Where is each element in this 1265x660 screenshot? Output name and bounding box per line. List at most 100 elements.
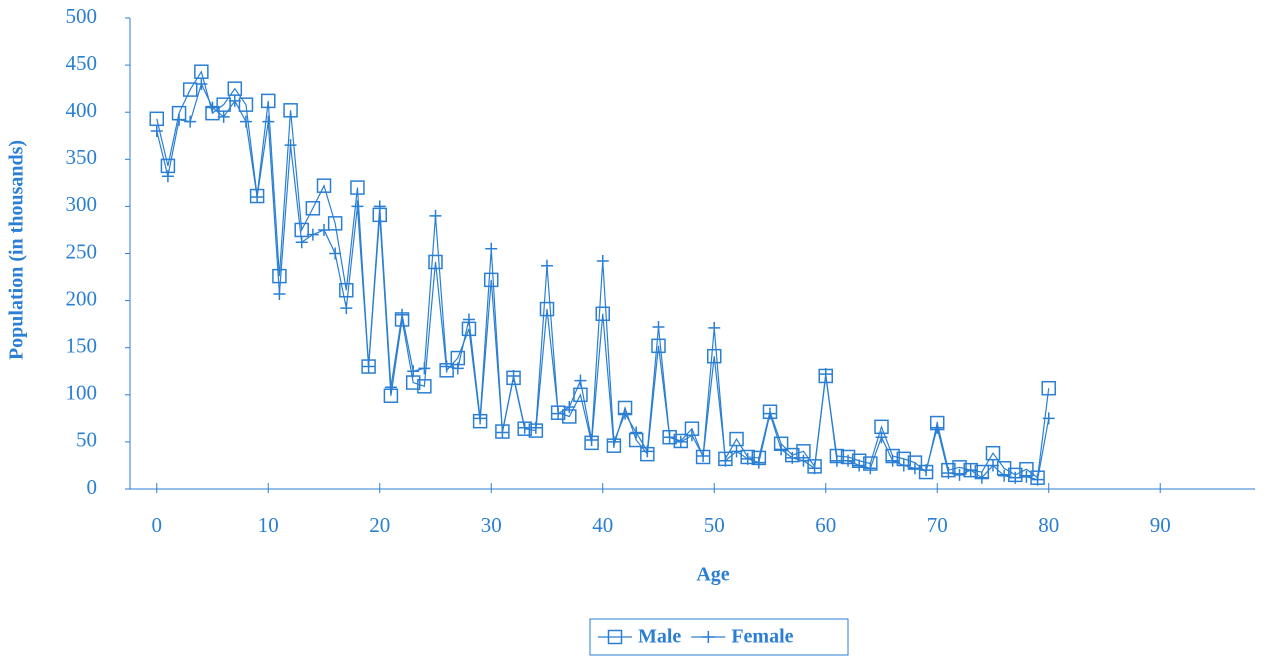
data-point bbox=[318, 223, 331, 236]
data-point bbox=[775, 443, 788, 456]
data-point bbox=[964, 464, 977, 477]
x-tick-label: 90 bbox=[1150, 513, 1171, 537]
data-point bbox=[1020, 470, 1033, 483]
data-point bbox=[908, 462, 921, 475]
data-point bbox=[652, 320, 665, 333]
data-point bbox=[306, 228, 319, 241]
data-point bbox=[539, 301, 555, 317]
data-point bbox=[295, 236, 308, 249]
data-point bbox=[340, 302, 353, 315]
data-point bbox=[339, 282, 354, 298]
x-tick-label: 40 bbox=[592, 513, 613, 537]
data-point bbox=[931, 421, 944, 434]
data-point bbox=[182, 82, 198, 97]
y-tick-label: 150 bbox=[66, 334, 98, 358]
y-tick-label: 300 bbox=[66, 192, 98, 216]
data-point bbox=[362, 360, 375, 373]
data-point bbox=[507, 369, 520, 382]
data-point bbox=[262, 115, 275, 128]
data-point bbox=[864, 462, 877, 475]
data-point bbox=[462, 313, 475, 326]
x-tick-label: 50 bbox=[704, 513, 725, 537]
data-point bbox=[150, 125, 163, 138]
y-tick-label: 400 bbox=[66, 98, 98, 122]
data-point bbox=[797, 454, 810, 467]
data-point bbox=[596, 255, 609, 268]
data-point bbox=[808, 462, 821, 475]
data-point bbox=[305, 201, 321, 216]
data-point bbox=[963, 462, 978, 478]
data-point bbox=[273, 288, 286, 301]
data-point bbox=[953, 468, 966, 481]
data-point bbox=[496, 426, 509, 439]
data-point bbox=[730, 445, 743, 458]
y-tick-label: 350 bbox=[66, 145, 98, 169]
data-point bbox=[350, 180, 365, 195]
data-point bbox=[663, 431, 676, 444]
data-point bbox=[998, 469, 1011, 482]
data-point bbox=[920, 464, 933, 477]
data-point bbox=[595, 306, 610, 322]
data-point bbox=[719, 454, 732, 467]
legend-marker bbox=[702, 631, 715, 643]
data-point bbox=[396, 308, 409, 321]
data-point bbox=[184, 115, 197, 128]
y-tick-label: 500 bbox=[66, 4, 98, 28]
data-point bbox=[1042, 412, 1055, 425]
data-point bbox=[206, 101, 219, 114]
x-tick-label: 30 bbox=[481, 513, 502, 537]
data-point bbox=[641, 445, 654, 458]
data-point bbox=[1041, 380, 1056, 396]
data-point bbox=[842, 454, 855, 467]
y-tick-label: 250 bbox=[66, 239, 98, 263]
data-point bbox=[316, 178, 332, 193]
data-point bbox=[272, 268, 287, 284]
data-point bbox=[540, 259, 553, 272]
series-line bbox=[156, 70, 1050, 479]
data-point bbox=[819, 368, 832, 381]
data-point bbox=[440, 360, 453, 373]
data-point bbox=[173, 113, 186, 126]
data-point bbox=[429, 209, 442, 222]
legend-label: Male bbox=[638, 626, 681, 648]
data-point bbox=[1031, 473, 1044, 486]
data-point bbox=[697, 450, 710, 463]
data-point bbox=[786, 451, 799, 464]
data-point bbox=[251, 190, 264, 203]
data-point bbox=[1009, 471, 1022, 484]
data-point bbox=[619, 407, 632, 420]
x-tick-label: 70 bbox=[927, 513, 948, 537]
data-point bbox=[585, 434, 598, 447]
data-point bbox=[763, 407, 776, 420]
x-axis-title: Age bbox=[696, 564, 729, 586]
data-point bbox=[685, 429, 698, 442]
y-tick-label: 50 bbox=[76, 428, 97, 452]
data-point bbox=[651, 338, 666, 354]
y-tick-label: 200 bbox=[66, 286, 98, 310]
data-point bbox=[283, 103, 298, 118]
x-tick-label: 20 bbox=[369, 513, 390, 537]
data-point bbox=[474, 412, 487, 425]
data-point bbox=[485, 242, 498, 255]
x-tick-label: 60 bbox=[815, 513, 836, 537]
legend-box bbox=[589, 618, 849, 656]
data-point bbox=[195, 77, 208, 90]
data-point bbox=[228, 94, 241, 107]
data-point bbox=[428, 254, 443, 270]
data-point bbox=[741, 452, 754, 465]
data-point bbox=[518, 421, 531, 434]
data-point bbox=[563, 401, 576, 414]
data-point bbox=[238, 97, 254, 112]
data-point bbox=[708, 321, 721, 334]
data-point bbox=[329, 247, 342, 260]
data-point bbox=[261, 93, 276, 109]
data-point bbox=[161, 170, 174, 183]
x-tick-label: 10 bbox=[258, 513, 279, 537]
y-tick-label: 100 bbox=[66, 381, 98, 405]
data-point bbox=[373, 200, 386, 213]
legend-label: Female bbox=[731, 626, 793, 648]
data-point bbox=[752, 456, 765, 469]
data-point bbox=[986, 459, 999, 472]
data-point bbox=[552, 407, 565, 420]
